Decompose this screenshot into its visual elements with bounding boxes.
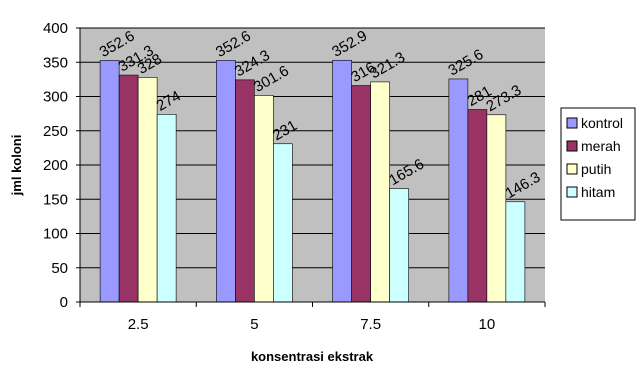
bar-putih-10: [486, 114, 507, 303]
y-tick-label: 100: [43, 226, 68, 243]
y-tick-label: 50: [51, 260, 68, 277]
legend-label-kontrol: kontrol: [581, 115, 623, 131]
legend-swatch-merah: [566, 140, 578, 152]
bar-kontrol-2.5: [99, 60, 120, 303]
bars: [99, 59, 526, 303]
y-tick-label: 300: [43, 89, 68, 106]
bar-kontrol-7.5: [332, 59, 352, 303]
bar-merah-7.5: [351, 85, 371, 303]
legend: kontrol merah putih hitam: [560, 107, 636, 221]
bar-hitam-2.5: [156, 114, 177, 303]
y-axis-title: jml koloni: [9, 135, 24, 197]
bar-hitam-7.5: [389, 188, 409, 303]
bar-hitam-5: [273, 143, 293, 303]
bar-putih-2.5: [137, 77, 158, 303]
bar-merah-5: [235, 79, 255, 303]
bar-hitam-10: [505, 201, 526, 303]
bar-putih-5: [254, 95, 274, 303]
x-tick-label: 5: [250, 316, 258, 333]
bar-putih-7.5: [370, 81, 390, 303]
bar-kontrol-5: [216, 60, 236, 303]
legend-label-merah: merah: [581, 138, 621, 154]
y-tick-label: 250: [43, 123, 68, 140]
axes: [76, 27, 546, 307]
legend-label-putih: putih: [581, 161, 611, 177]
x-tick-labels: 2.5 5 7.5 10: [128, 316, 496, 333]
legend-label-hitam: hitam: [581, 184, 615, 200]
y-tick-label: 0: [60, 294, 68, 311]
y-tick-labels: 0 50 100 150 200 250 300 350 400: [43, 20, 68, 311]
y-tick-label: 150: [43, 191, 68, 208]
legend-swatch-putih: [566, 163, 578, 175]
bar-kontrol-10: [448, 78, 469, 303]
x-tick-label: 10: [479, 316, 496, 333]
legend-swatch-kontrol: [566, 117, 578, 129]
legend-swatch-hitam: [566, 186, 578, 198]
y-tick-label: 400: [43, 20, 68, 37]
x-axis-title: konsentrasi ekstrak: [251, 349, 374, 364]
bar-merah-10: [467, 109, 488, 303]
x-tick-label: 7.5: [360, 316, 381, 333]
y-tick-label: 200: [43, 157, 68, 174]
bar-merah-2.5: [118, 74, 139, 303]
y-tick-label: 350: [43, 54, 68, 71]
x-tick-label: 2.5: [128, 316, 149, 333]
